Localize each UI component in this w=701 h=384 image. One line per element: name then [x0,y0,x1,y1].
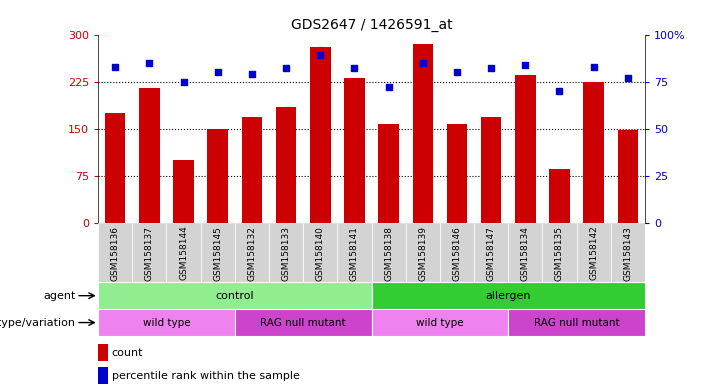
Bar [105,113,125,223]
Bar [372,282,645,309]
Text: GSM158146: GSM158146 [452,226,461,281]
Text: GSM158137: GSM158137 [145,226,154,281]
Bar [132,223,167,282]
Text: count: count [112,348,143,358]
Bar [508,309,645,336]
Text: GSM158133: GSM158133 [282,226,291,281]
Bar [98,309,235,336]
Bar [550,169,570,223]
Text: GSM158142: GSM158142 [589,226,598,280]
Bar [207,129,228,223]
Text: RAG null mutant: RAG null mutant [260,318,346,328]
Bar [543,223,577,282]
Text: GSM158132: GSM158132 [247,226,257,281]
Text: allergen: allergen [486,291,531,301]
Text: GSM158140: GSM158140 [315,226,325,281]
Bar [372,309,508,336]
Point [383,84,394,90]
Bar [269,223,303,282]
Point [622,75,634,81]
Bar [98,223,132,282]
Bar [474,223,508,282]
Text: GSM158145: GSM158145 [213,226,222,281]
Bar [310,47,331,223]
Bar [447,124,468,223]
Text: GSM158139: GSM158139 [418,226,428,281]
Point [315,52,326,58]
Text: wild type: wild type [143,318,190,328]
Bar [167,223,200,282]
Point [554,88,565,94]
Text: GSM158141: GSM158141 [350,226,359,281]
Bar [337,223,372,282]
Point [178,79,189,85]
Text: genotype/variation: genotype/variation [0,318,76,328]
Bar [344,78,365,223]
Point [109,63,121,70]
Bar [98,367,108,384]
Text: GSM158134: GSM158134 [521,226,530,281]
Point [451,69,463,75]
Text: GSM158138: GSM158138 [384,226,393,281]
Text: GSM158144: GSM158144 [179,226,188,280]
Bar [304,223,337,282]
Bar [200,223,235,282]
Text: GSM158143: GSM158143 [623,226,632,281]
Bar [611,223,645,282]
Bar [98,344,108,361]
Bar [413,44,433,223]
Bar [372,223,406,282]
Bar [481,118,501,223]
Point [486,65,497,71]
Bar [515,75,536,223]
Bar [379,124,399,223]
Point [144,60,155,66]
Bar [406,223,440,282]
Text: agent: agent [43,291,76,301]
Text: wild type: wild type [416,318,463,328]
Point [246,71,257,77]
Text: RAG null mutant: RAG null mutant [533,318,620,328]
Bar [440,223,474,282]
Title: GDS2647 / 1426591_at: GDS2647 / 1426591_at [291,18,452,32]
Text: GSM158147: GSM158147 [486,226,496,281]
Bar [235,223,269,282]
Bar [242,118,262,223]
Text: GSM158135: GSM158135 [555,226,564,281]
Bar [508,223,543,282]
Point [588,63,599,70]
Point [519,61,531,68]
Bar [139,88,160,223]
Bar [98,282,372,309]
Point [212,69,224,75]
Bar [577,223,611,282]
Text: GSM158136: GSM158136 [111,226,120,281]
Point [417,60,428,66]
Bar [173,160,193,223]
Bar [276,107,297,223]
Bar [618,130,638,223]
Text: percentile rank within the sample: percentile rank within the sample [112,371,300,381]
Point [280,65,292,71]
Text: control: control [215,291,254,301]
Point [349,65,360,71]
Bar [583,82,604,223]
Bar [235,309,372,336]
